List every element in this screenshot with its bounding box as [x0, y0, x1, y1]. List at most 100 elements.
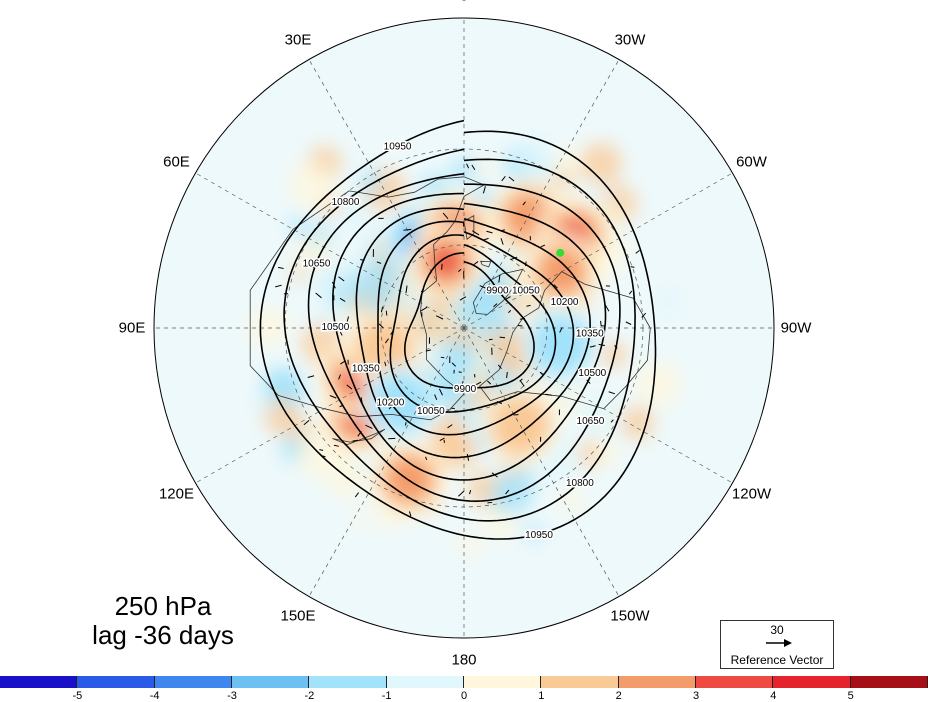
- coastlines: [249, 176, 651, 446]
- anomaly-patch: [289, 162, 336, 209]
- figure-title: 250 hPa lag -36 days: [78, 592, 248, 650]
- anomaly-patch: [580, 143, 622, 185]
- longitude-label: 60E: [163, 153, 190, 171]
- wind-vector: [420, 306, 428, 312]
- colorbar-tick-label: 0: [460, 690, 468, 702]
- level-label: 250 hPa: [114, 591, 212, 621]
- colorbar-tick-label: 3: [692, 690, 700, 702]
- colorbar-swatch: [541, 676, 619, 688]
- wind-vector: [321, 455, 326, 458]
- wind-vector: [461, 381, 464, 386]
- wind-vector: [586, 379, 591, 384]
- wind-vector: [496, 401, 503, 405]
- contour-line: [332, 192, 607, 481]
- colorbar-tick-label: -1: [381, 690, 392, 702]
- wind-vector: [553, 284, 558, 289]
- wind-vector: [365, 424, 373, 429]
- wind-vector: [339, 331, 343, 336]
- wind-vector: [385, 310, 388, 316]
- contour-line: [355, 207, 591, 459]
- anomaly-blob: [432, 247, 461, 276]
- wind-vector: [491, 472, 498, 478]
- wind-vector: [458, 490, 465, 497]
- anomaly-patch: [620, 405, 655, 440]
- colorbar-tick-label: -3: [227, 690, 237, 702]
- wind-vector: [519, 380, 525, 387]
- meridian-line: [463, 59, 620, 329]
- wind-vector: [499, 336, 506, 339]
- wind-vector: [425, 456, 428, 461]
- map-boundary: [153, 17, 775, 639]
- contour-label: 10800: [566, 478, 594, 489]
- wind-vector: [313, 263, 317, 269]
- contour-label: 10950: [384, 141, 412, 152]
- height-contours: [259, 119, 657, 540]
- colorbar-swatch: [0, 676, 78, 688]
- wind-vector: [635, 250, 640, 254]
- colorbar-swatch: [695, 676, 774, 688]
- wind-vector: [608, 391, 616, 395]
- anomaly-patch: [288, 216, 306, 233]
- wind-vector: [384, 361, 387, 367]
- wind-vector: [559, 327, 563, 333]
- wind-vector: [404, 422, 407, 426]
- wind-vector: [508, 309, 512, 314]
- wind-vector: [600, 320, 602, 327]
- wind-vector: [388, 405, 393, 410]
- anomaly-patch: [294, 233, 333, 272]
- anomaly-patch: [636, 361, 682, 407]
- anomaly-patch: [525, 524, 543, 542]
- contour-label: 10500: [321, 322, 349, 333]
- anomaly-patch: [654, 288, 683, 317]
- anomaly-patch: [473, 157, 493, 177]
- colorbar-swatch: [850, 676, 928, 688]
- wind-vector: [625, 321, 632, 325]
- wind-vector: [425, 349, 432, 352]
- wind-vector: [505, 296, 511, 300]
- meridian-line: [463, 327, 620, 597]
- wind-vector: [579, 332, 584, 338]
- wind-vector: [517, 324, 523, 327]
- wind-vector: [630, 266, 635, 268]
- wind-vector: [378, 323, 384, 329]
- wind-vector: [471, 230, 480, 236]
- anomaly-patch: [575, 391, 624, 439]
- contour-line: [377, 220, 575, 436]
- wind-vector: [539, 371, 544, 376]
- wind-vector: [486, 230, 493, 234]
- wind-vector: [498, 274, 501, 283]
- wind-vector: [435, 315, 444, 320]
- wind-vector: [438, 388, 443, 396]
- wind-vector: [346, 316, 350, 323]
- lag-label: lag -36 days: [92, 620, 234, 650]
- anomaly-patch: [513, 135, 560, 181]
- wind-vector: [471, 164, 476, 171]
- contour-label: 10200: [376, 398, 404, 409]
- wind-vector: [380, 306, 384, 313]
- wind-vector: [333, 444, 339, 447]
- wind-vector: [505, 489, 510, 495]
- wind-vector: [610, 419, 614, 423]
- coastline: [479, 260, 492, 268]
- coastline: [479, 271, 651, 410]
- anomaly-patch: [474, 186, 492, 203]
- wind-vector: [598, 343, 605, 347]
- wind-vector: [458, 268, 462, 273]
- anomaly-blob: [530, 314, 591, 375]
- wind-vector: [303, 419, 310, 426]
- contour-label: 10050: [417, 406, 445, 417]
- wind-vector: [501, 229, 506, 232]
- reference-arrow-icon: [766, 639, 792, 647]
- colorbar-tick-label: 2: [615, 690, 622, 702]
- colorbar-swatch: [231, 676, 310, 688]
- colorbar-swatch: [618, 676, 696, 688]
- wind-vector: [376, 401, 380, 406]
- reference-vector-caption: Reference Vector: [730, 653, 824, 667]
- longitude-label: 0: [460, 0, 468, 5]
- colorbar-tick-label: -5: [72, 690, 83, 702]
- wind-vector: [440, 356, 445, 359]
- wind-vector: [589, 345, 596, 348]
- contour-label: 10350: [352, 364, 380, 375]
- contour-line: [403, 252, 535, 389]
- wind-vector: [357, 431, 362, 437]
